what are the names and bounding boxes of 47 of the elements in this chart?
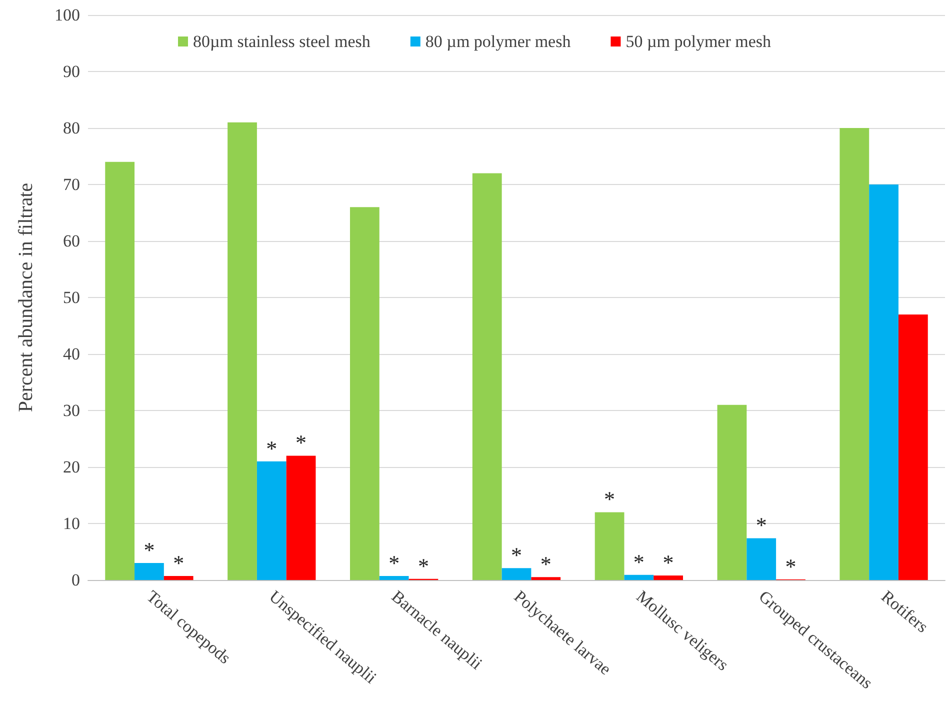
- y-axis-title: Percent abundance in filtrate: [15, 182, 37, 412]
- bar: [594, 512, 624, 580]
- data-label: *: [756, 512, 767, 538]
- y-tick-label: 70: [63, 175, 80, 194]
- bar: [228, 122, 257, 580]
- y-tick-label: 10: [63, 514, 80, 533]
- bar: [717, 404, 747, 580]
- bar: [256, 461, 286, 580]
- y-tick-label: 90: [63, 62, 80, 81]
- data-label: *: [511, 542, 522, 568]
- legend-label: 50 µm polymer mesh: [626, 32, 772, 51]
- data-label: *: [173, 550, 184, 576]
- bar: [869, 184, 898, 580]
- bar: [472, 173, 502, 580]
- data-label: *: [418, 553, 429, 578]
- bar: [624, 574, 654, 580]
- y-tick-label: 40: [63, 344, 80, 364]
- data-label: *: [604, 486, 616, 512]
- bar: [286, 456, 316, 580]
- y-tick-label: 20: [63, 458, 80, 476]
- bar: [898, 314, 928, 580]
- legend-label: 80 µm polymer mesh: [425, 32, 572, 51]
- data-label: *: [388, 550, 400, 576]
- data-label: *: [540, 552, 552, 577]
- bar: [502, 568, 532, 580]
- data-label: *: [633, 549, 644, 574]
- bar: [350, 207, 380, 580]
- bar: [654, 575, 684, 580]
- y-tick-label: 50: [63, 288, 80, 307]
- bar: [134, 563, 164, 580]
- bar: [840, 128, 870, 580]
- bar: [379, 576, 409, 580]
- y-tick-label: 60: [63, 232, 80, 250]
- y-tick-label: 100: [54, 6, 80, 24]
- bar: [164, 576, 194, 580]
- bar: [746, 538, 776, 580]
- y-tick-label: 80: [63, 118, 80, 138]
- legend-label: 80µm stainless steel mesh: [192, 32, 371, 51]
- y-tick-label: 30: [63, 401, 80, 420]
- data-label: *: [266, 436, 278, 461]
- y-tick-label: 0: [72, 570, 80, 590]
- data-label: *: [662, 550, 674, 575]
- bar: [105, 162, 135, 580]
- data-label: *: [785, 554, 796, 579]
- data-label: *: [144, 538, 155, 563]
- bar: [531, 577, 561, 580]
- data-label: *: [296, 430, 307, 456]
